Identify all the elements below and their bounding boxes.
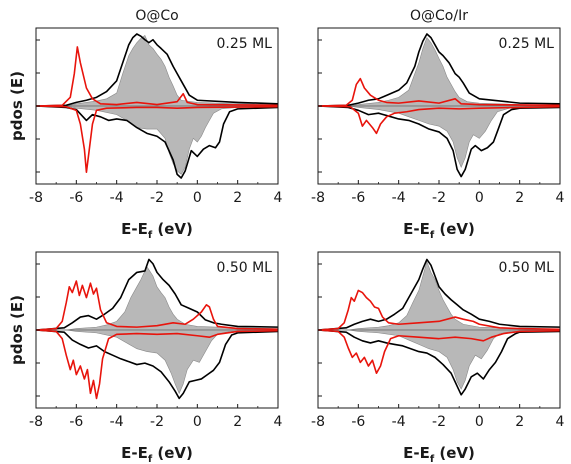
x-tick-label: 2	[233, 414, 242, 430]
total-dos-up	[35, 33, 279, 107]
x-tick-label: 2	[233, 190, 242, 206]
shaded-dos-up	[318, 36, 561, 107]
shaded-dos-up	[36, 34, 279, 107]
x-axis-title: E-Ef (eV)	[403, 444, 475, 464]
x-tick-label: -2	[432, 190, 446, 206]
x-axis-title: E-Ef (eV)	[121, 220, 193, 241]
oxygen-dos-down	[35, 329, 279, 400]
x-tick-label: -8	[29, 414, 43, 430]
x-tick-label: -8	[311, 414, 325, 430]
x-tick-label: 0	[193, 414, 202, 430]
oxygen-dos-up	[317, 289, 561, 331]
coverage-label: 0.50 ML	[498, 260, 554, 276]
coverage-label: 0.25 ML	[498, 36, 554, 52]
total-dos-down	[317, 329, 561, 396]
x-tick-label: -8	[311, 190, 325, 206]
total-dos-up	[35, 258, 279, 331]
x-tick-label: 4	[556, 414, 565, 430]
x-tick-label: -6	[351, 414, 365, 430]
panel-title: O@Co/Ir	[410, 8, 468, 24]
x-tick-label: -2	[432, 414, 446, 430]
total-dos-down	[317, 105, 561, 178]
x-ticks: -8 -6 -4 -2 0 2 4	[29, 39, 283, 206]
panel-title: O@Co	[135, 8, 178, 24]
x-axis-title: E-Ef (eV)	[121, 444, 193, 464]
shaded-dos-down	[318, 105, 561, 168]
plot-area	[317, 258, 561, 396]
coverage-label: 0.50 ML	[216, 260, 272, 276]
coverage-label: 0.25 ML	[216, 36, 272, 52]
y-axis-title: pdos (E)	[8, 71, 26, 141]
x-tick-label: 4	[556, 190, 565, 206]
x-tick-label: -2	[150, 414, 164, 430]
x-tick-label: 0	[475, 190, 484, 206]
x-tick-label: -4	[392, 190, 406, 206]
x-ticks: -8 -6 -4 -2 0 2 4	[311, 263, 565, 430]
oxygen-dos-up	[35, 280, 279, 331]
x-tick-label: -4	[392, 414, 406, 430]
oxygen-dos-up	[317, 77, 561, 107]
x-ticks: -8 -6 -4 -2 0 2 4	[29, 263, 283, 430]
oxygen-dos-down	[317, 329, 561, 374]
x-tick-label: -6	[69, 414, 83, 430]
panel-o-co-ir-025: O@Co/Ir 0.25 ML -8 -6 -4 -2 0 2 4 E-Ef (eV)	[311, 8, 565, 241]
shaded-dos-up	[36, 266, 279, 331]
oxygen-dos-down	[35, 105, 279, 174]
panel-o-co-ir-050: 0.50 ML -8 -6 -4 -2 0 2 4 E-Ef (eV)	[311, 251, 565, 464]
x-tick-label: -6	[69, 190, 83, 206]
oxygen-dos-down	[317, 105, 561, 135]
plot-area	[317, 33, 561, 178]
x-tick-label: 4	[274, 414, 283, 430]
x-ticks: -8 -6 -4 -2 0 2 4	[311, 39, 565, 206]
x-tick-label: 0	[475, 414, 484, 430]
panel-o-co-050: 0.50 ML -8 -6 -4 -2 0 2 4 E-Ef (eV) pdos (E)	[8, 251, 283, 464]
shaded-dos-down	[36, 105, 279, 175]
total-dos-up	[317, 258, 561, 331]
x-tick-label: 2	[515, 414, 524, 430]
x-axis-title: E-Ef (eV)	[403, 220, 475, 241]
total-dos-down	[35, 329, 279, 400]
x-tick-label: -4	[110, 190, 124, 206]
shaded-dos-down	[318, 329, 561, 390]
panel-o-co-025: O@Co 0.25 ML -8 -6 -4 -2 0 2 4 E-Ef (eV) pdos …	[8, 8, 283, 241]
plot-area	[35, 33, 279, 179]
y-axis-title: pdos (E)	[8, 295, 26, 365]
x-tick-label: -4	[110, 414, 124, 430]
oxygen-dos-up	[35, 46, 279, 107]
shaded-dos-up	[318, 260, 561, 331]
x-tick-label: 0	[193, 190, 202, 206]
plot-area	[35, 258, 279, 400]
x-tick-label: 2	[515, 190, 524, 206]
x-tick-label: -2	[150, 190, 164, 206]
x-tick-label: -6	[351, 190, 365, 206]
x-tick-label: -8	[29, 190, 43, 206]
x-tick-label: 4	[274, 190, 283, 206]
